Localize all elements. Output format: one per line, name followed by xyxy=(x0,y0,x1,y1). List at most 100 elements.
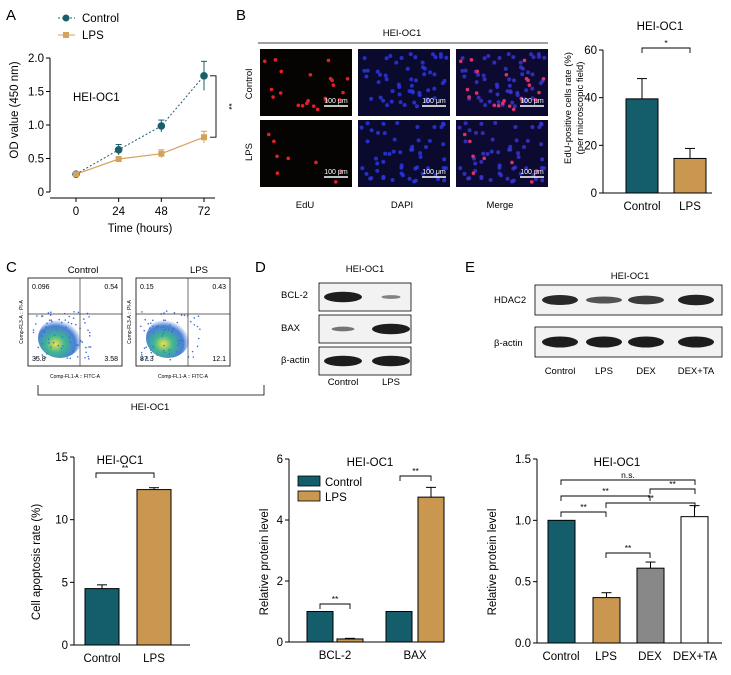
merge-nucleus xyxy=(511,78,516,83)
chart-d-x-label: BAX xyxy=(403,650,426,662)
merge-nucleus xyxy=(507,77,512,82)
merge-nucleus xyxy=(496,150,501,155)
merge-nucleus xyxy=(516,151,521,156)
dapi-nucleus xyxy=(427,138,432,143)
bar-bcl2-lps xyxy=(336,638,364,643)
chart-c-y-tick-label: 15 xyxy=(55,452,68,464)
dapi-nucleus xyxy=(418,155,423,160)
chart-e-x-label: DEX+TA xyxy=(673,651,718,663)
flow-event xyxy=(162,326,165,329)
edu-positive-cell xyxy=(262,59,267,64)
flow-event xyxy=(88,316,90,318)
dapi-nucleus xyxy=(410,90,415,95)
dapi-nucleus xyxy=(426,88,431,93)
xlabel-a: Time (hours) xyxy=(108,223,173,235)
sig-bracket-e-ctrl-lps-label: ** xyxy=(580,502,587,512)
merge-nucleus xyxy=(473,161,478,166)
blot-band xyxy=(628,295,664,305)
sig-bracket-e-dex-dexta-label: ** xyxy=(669,479,676,489)
blot-band xyxy=(372,355,410,367)
flow-event xyxy=(35,357,37,360)
merge-nucleus xyxy=(490,137,495,142)
blot-band xyxy=(372,323,410,335)
merge-nucleus xyxy=(523,98,528,103)
dapi-nucleus xyxy=(399,56,404,61)
edu-positive-cell xyxy=(338,169,343,173)
sig-bracket-b xyxy=(641,47,691,53)
dapi-nucleus xyxy=(384,56,389,61)
merge-nucleus xyxy=(530,86,535,91)
blot-row-bax: BAX xyxy=(281,323,301,334)
edu-positive-cell xyxy=(300,103,305,108)
dapi-nucleus xyxy=(378,95,383,100)
flow-event xyxy=(85,346,87,349)
merge-nucleus xyxy=(458,166,463,171)
merge-positive-cell xyxy=(471,171,476,176)
merge-nucleus xyxy=(473,130,478,135)
dapi-nucleus xyxy=(388,53,393,58)
quadrant-lr: 3.58 xyxy=(104,356,118,363)
blot-row-hdac2: HDAC2 xyxy=(494,295,526,306)
bracket-c xyxy=(37,385,265,396)
bar-control xyxy=(84,588,120,646)
dapi-nucleus xyxy=(409,77,414,82)
flow-event xyxy=(71,350,74,352)
dapi-nucleus xyxy=(442,178,447,183)
flow-event xyxy=(140,325,142,328)
sig-bracket-a-label: ** xyxy=(224,103,234,110)
dapi-nucleus xyxy=(441,121,446,126)
chart-b-x-label: LPS xyxy=(679,201,701,213)
merge-nucleus xyxy=(506,52,511,57)
dapi-nucleus xyxy=(398,100,403,105)
edu-positive-cell xyxy=(279,69,284,74)
blot-row-bactin-e: β-actin xyxy=(494,338,523,349)
dapi-nucleus xyxy=(416,138,421,143)
dapi-nucleus xyxy=(365,68,370,73)
merge-nucleus xyxy=(497,56,502,61)
dapi-nucleus xyxy=(425,98,430,103)
lane-label-control: Control xyxy=(328,377,359,388)
legend-d-control: Control xyxy=(325,477,362,489)
dapi-nucleus xyxy=(422,72,427,77)
merge-positive-cell xyxy=(474,91,479,95)
edu-positive-cell xyxy=(296,103,301,108)
blot-band xyxy=(381,295,401,299)
chart-d-y-tick-label: 0 xyxy=(277,637,283,649)
chart-b-y-tick-label: 60 xyxy=(584,45,597,57)
flow-event xyxy=(143,347,146,349)
merge-positive-cell xyxy=(492,103,497,108)
merge-nucleus xyxy=(536,54,541,59)
quadrant-ul: 0.15 xyxy=(140,284,154,291)
sig-bracket-e-dex-dexta xyxy=(649,488,696,494)
flow-event xyxy=(73,311,75,313)
flow-event xyxy=(191,350,194,353)
merge-nucleus xyxy=(533,177,538,182)
merge-positive-cell xyxy=(537,90,541,95)
dapi-nucleus xyxy=(413,78,418,83)
flow-event xyxy=(88,335,91,337)
lane-e-control: Control xyxy=(545,366,576,377)
dapi-nucleus xyxy=(444,55,449,60)
bar-control xyxy=(547,519,576,644)
merge-nucleus xyxy=(463,121,468,126)
sig-bracket-b-label: * xyxy=(664,38,668,48)
merge-nucleus xyxy=(479,176,484,181)
edu-positive-cell xyxy=(272,139,276,144)
merge-nucleus xyxy=(524,166,529,171)
chart-b-y-tick-label: 40 xyxy=(584,93,597,105)
flow-event xyxy=(178,342,181,345)
dapi-nucleus xyxy=(407,176,412,181)
flow-event xyxy=(88,331,91,334)
chart-b-y-tick-label: 20 xyxy=(584,140,597,152)
merge-nucleus xyxy=(521,145,526,150)
merge-nucleus xyxy=(516,155,521,160)
merge-nucleus xyxy=(530,96,535,101)
panel-d: D HEI-OC1 BCL-2 BAX β-actin Control LPS … xyxy=(255,259,445,662)
merge-nucleus xyxy=(474,80,479,85)
merge-nucleus xyxy=(505,176,510,181)
dapi-nucleus xyxy=(423,145,428,150)
bar-lps xyxy=(136,489,172,646)
dapi-nucleus xyxy=(390,89,395,94)
flow-event xyxy=(140,351,143,354)
